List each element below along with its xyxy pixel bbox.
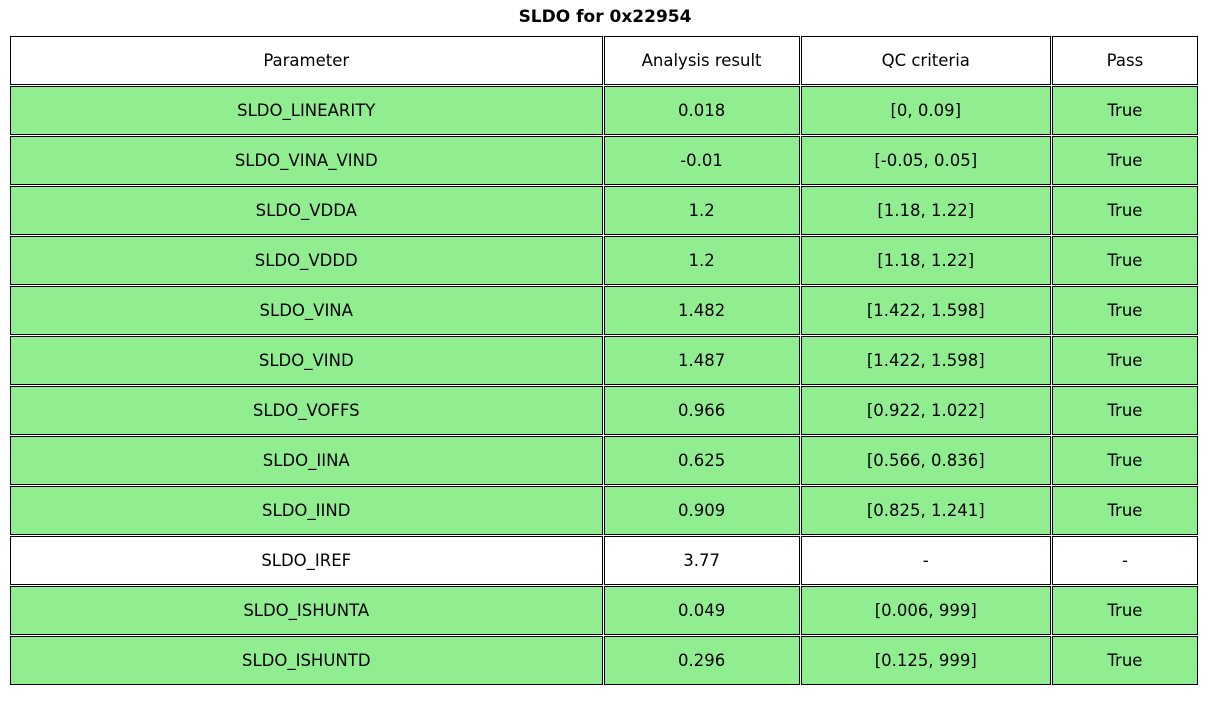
criteria-cell: [0.125, 999] <box>800 636 1051 685</box>
criteria-cell: [0.566, 0.836] <box>800 436 1051 485</box>
pass-cell: True <box>1051 136 1198 185</box>
result-cell: 1.487 <box>603 336 800 385</box>
pass-cell: True <box>1051 186 1198 235</box>
result-cell: 0.625 <box>603 436 800 485</box>
table-row: SLDO_VOFFS 0.966 [0.922, 1.022] True <box>10 386 1198 435</box>
parameter-cell: SLDO_IREF <box>10 536 603 585</box>
parameter-cell: SLDO_VINA_VIND <box>10 136 603 185</box>
pass-cell: True <box>1051 86 1198 135</box>
pass-cell: True <box>1051 286 1198 335</box>
header-qc-criteria: QC criteria <box>800 36 1051 85</box>
result-cell: -0.01 <box>603 136 800 185</box>
parameter-cell: SLDO_VDDD <box>10 236 603 285</box>
criteria-cell: [1.422, 1.598] <box>800 286 1051 335</box>
table-row: SLDO_ISHUNTA 0.049 [0.006, 999] True <box>10 586 1198 635</box>
result-cell: 1.2 <box>603 236 800 285</box>
parameter-cell: SLDO_VDDA <box>10 186 603 235</box>
criteria-cell: - <box>800 536 1051 585</box>
header-row: Parameter Analysis result QC criteria Pa… <box>10 36 1198 85</box>
table-row: SLDO_VIND 1.487 [1.422, 1.598] True <box>10 336 1198 385</box>
criteria-cell: [1.18, 1.22] <box>800 186 1051 235</box>
result-cell: 0.296 <box>603 636 800 685</box>
pass-cell: - <box>1051 536 1198 585</box>
pass-cell: True <box>1051 636 1198 685</box>
table-header: Parameter Analysis result QC criteria Pa… <box>10 36 1198 85</box>
pass-cell: True <box>1051 336 1198 385</box>
result-cell: 1.2 <box>603 186 800 235</box>
criteria-cell: [0.825, 1.241] <box>800 486 1051 535</box>
result-cell: 0.018 <box>603 86 800 135</box>
parameter-cell: SLDO_ISHUNTA <box>10 586 603 635</box>
result-cell: 0.966 <box>603 386 800 435</box>
criteria-cell: [1.18, 1.22] <box>800 236 1051 285</box>
table-row: SLDO_VDDD 1.2 [1.18, 1.22] True <box>10 236 1198 285</box>
pass-cell: True <box>1051 436 1198 485</box>
parameter-cell: SLDO_VOFFS <box>10 386 603 435</box>
parameter-cell: SLDO_LINEARITY <box>10 86 603 135</box>
result-cell: 0.909 <box>603 486 800 535</box>
table-body: SLDO_LINEARITY 0.018 [0, 0.09] True SLDO_VIN… <box>10 86 1198 685</box>
table-row: SLDO_IIND 0.909 [0.825, 1.241] True <box>10 486 1198 535</box>
table-row: SLDO_VINA 1.482 [1.422, 1.598] True <box>10 286 1198 335</box>
table-row: SLDO_LINEARITY 0.018 [0, 0.09] True <box>10 86 1198 135</box>
qc-results-table: Parameter Analysis result QC criteria Pa… <box>9 35 1199 686</box>
parameter-cell: SLDO_IIND <box>10 486 603 535</box>
result-cell: 0.049 <box>603 586 800 635</box>
criteria-cell: [0.922, 1.022] <box>800 386 1051 435</box>
result-cell: 3.77 <box>603 536 800 585</box>
header-analysis-result: Analysis result <box>603 36 800 85</box>
pass-cell: True <box>1051 586 1198 635</box>
parameter-cell: SLDO_IINA <box>10 436 603 485</box>
table-row: SLDO_IREF 3.77- - <box>10 536 1198 585</box>
criteria-cell: [0.006, 999] <box>800 586 1051 635</box>
parameter-cell: SLDO_VIND <box>10 336 603 385</box>
parameter-cell: SLDO_VINA <box>10 286 603 335</box>
pass-cell: True <box>1051 486 1198 535</box>
criteria-cell: [-0.05, 0.05] <box>800 136 1051 185</box>
criteria-cell: [0, 0.09] <box>800 86 1051 135</box>
header-pass: Pass <box>1051 36 1198 85</box>
pass-cell: True <box>1051 236 1198 285</box>
result-cell: 1.482 <box>603 286 800 335</box>
parameter-cell: SLDO_ISHUNTD <box>10 636 603 685</box>
table-row: SLDO_ISHUNTD 0.296 [0.125, 999] True <box>10 636 1198 685</box>
table-row: SLDO_VDDA 1.2 [1.18, 1.22] True <box>10 186 1198 235</box>
pass-cell: True <box>1051 386 1198 435</box>
page-title: SLDO for 0x22954 <box>518 7 692 27</box>
table-row: SLDO_VINA_VIND -0.01 [-0.05, 0.05] True <box>10 136 1198 185</box>
header-parameter: Parameter <box>10 36 603 85</box>
table-row: SLDO_IINA 0.625 [0.566, 0.836] True <box>10 436 1198 485</box>
criteria-cell: [1.422, 1.598] <box>800 336 1051 385</box>
